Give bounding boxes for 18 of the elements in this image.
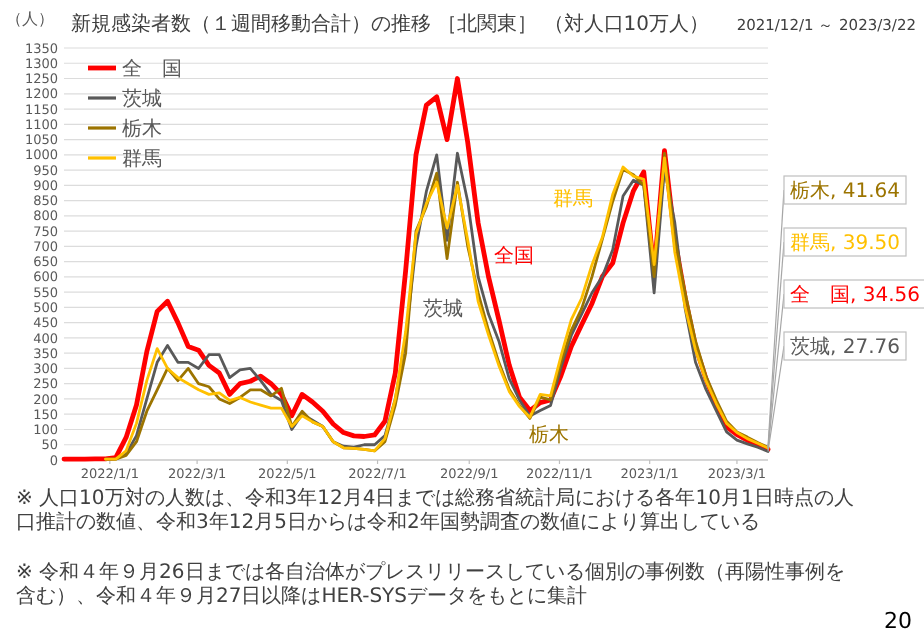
annotation: 栃木	[529, 423, 570, 448]
callout-box: 茨城, 27.76	[767, 331, 907, 453]
annotation: 全国	[493, 244, 534, 269]
legend-label: 茨城	[122, 87, 162, 111]
annotation: 茨城	[422, 296, 463, 321]
annotation: 群馬, 39.50	[790, 231, 900, 255]
legend-label: 全 国	[122, 57, 182, 81]
annotation: 栃木, 41.64	[790, 179, 900, 203]
y-axis-title: （人）	[6, 10, 54, 28]
annotation: 全 国, 34.56	[790, 283, 920, 307]
text: ※ 令和４年９月26日までは各自治体がプレスリリースしている個別の事例数（再陽性事例を含む）、令和４年９月27日以降はHER-SYSデータをもとに集計	[16, 562, 847, 610]
text: ※ 人口10万対の人数は、令和3年12月4日までは総務省統計局における各年10月1日時点の人口推計の数値、令和3年12月5日からは令和2年国勢調査の数値により算出している	[16, 488, 856, 536]
text: 20	[884, 608, 912, 634]
annotation: 群馬	[552, 186, 593, 211]
legend-label: 栃木	[122, 117, 162, 141]
annotation: 茨城, 27.76	[790, 335, 900, 359]
chart-title: 新規感染者数（１週間移動合計）の推移 ［北関東］ （対人口10万人）	[70, 12, 710, 36]
legend-label: 群馬	[122, 147, 162, 171]
